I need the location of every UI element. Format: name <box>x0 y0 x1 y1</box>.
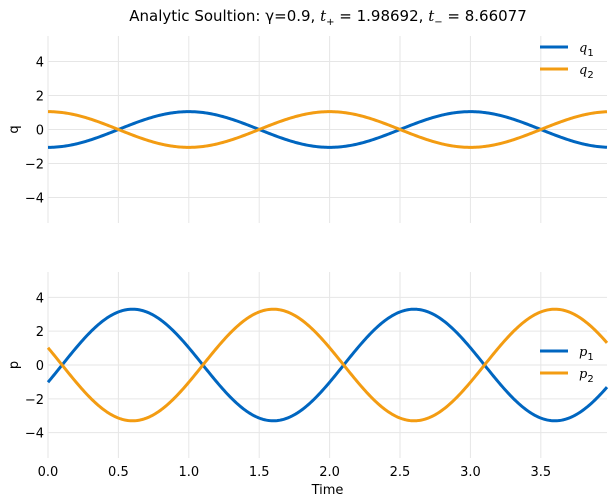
x-tick-label: 1.5 <box>249 465 270 480</box>
y-tick-label: 2 <box>36 325 44 340</box>
y-tick-label: −4 <box>25 192 44 207</box>
series-line-q1 <box>47 110 608 149</box>
series-line-p2 <box>46 307 609 423</box>
y-axis-label: p <box>7 361 22 369</box>
y-tick-label: 0 <box>36 124 44 139</box>
y-axis-label: q <box>7 125 22 133</box>
x-tick-label: 3.5 <box>530 465 551 480</box>
chart-title: Analytic Soultion: γ=0.9, t+ = 1.98692, … <box>129 7 527 28</box>
x-tick-label: 3.0 <box>460 465 481 480</box>
x-tick-label: 0.5 <box>108 465 129 480</box>
y-tick-label: 2 <box>36 90 44 105</box>
x-tick-label: 0.0 <box>38 465 59 480</box>
title-tminus-value: = 8.66077 <box>443 7 527 25</box>
title-tplus-value: = 1.98692, <box>335 7 429 25</box>
x-tick-label: 1.0 <box>178 465 199 480</box>
x-axis-label: Time <box>311 483 344 498</box>
title-tplus-symbol: t <box>320 7 327 25</box>
x-tick-label: 2.5 <box>390 465 411 480</box>
y-tick-label: −2 <box>25 393 44 408</box>
y-tick-label: −4 <box>25 427 44 442</box>
legend-label-q1: q1 <box>579 41 594 59</box>
title-tplus-subscript: + <box>326 17 334 28</box>
series-line-q2 <box>47 110 608 149</box>
x-tick-label: 2.0 <box>319 465 340 480</box>
legend-label-p1: p1 <box>579 345 594 363</box>
y-tick-label: 4 <box>36 291 44 306</box>
y-tick-label: 4 <box>36 56 44 71</box>
legend-label-p2: p2 <box>579 367 594 385</box>
y-tick-label: 0 <box>36 359 44 374</box>
series-line-p1 <box>46 307 609 423</box>
y-tick-label: −2 <box>25 158 44 173</box>
title-tminus-subscript: − <box>434 17 442 28</box>
title-prefix: Analytic Soultion: γ=0.9, <box>129 7 320 25</box>
title-tminus-symbol: t <box>428 7 435 25</box>
legend-label-q2: q2 <box>579 63 594 81</box>
